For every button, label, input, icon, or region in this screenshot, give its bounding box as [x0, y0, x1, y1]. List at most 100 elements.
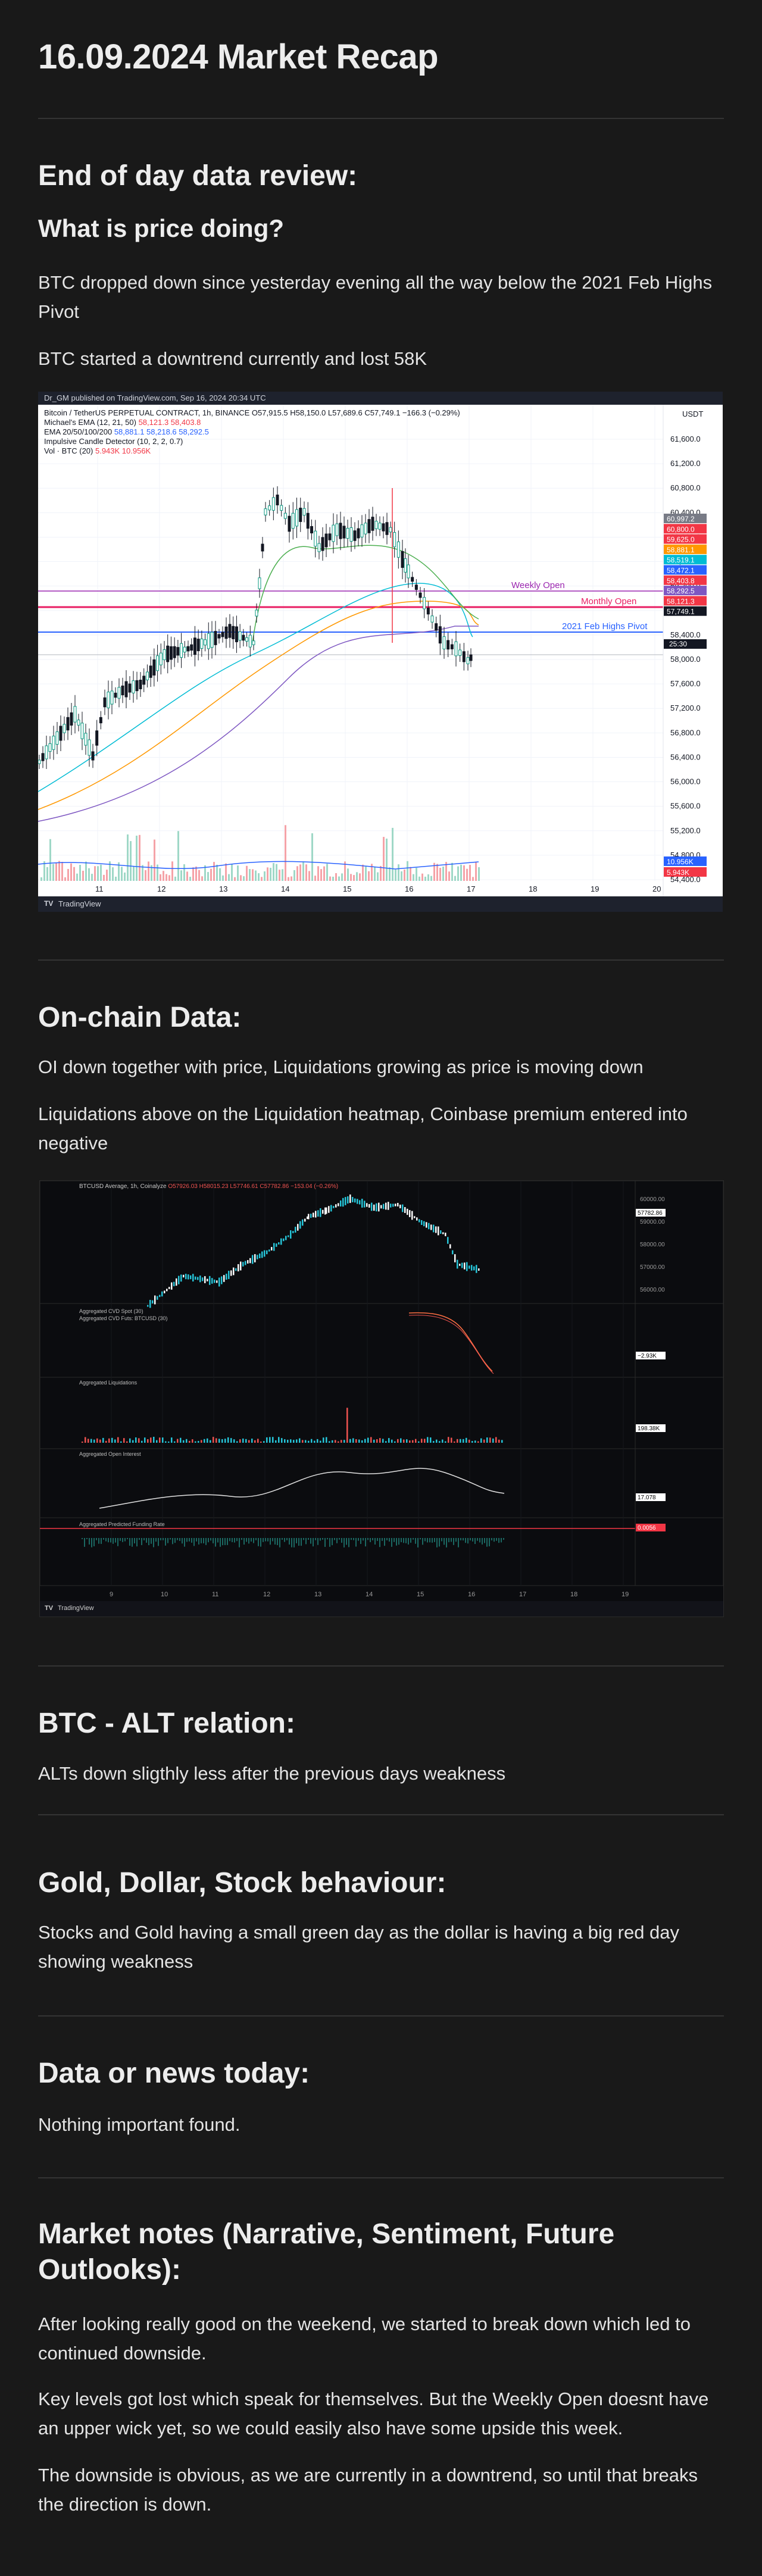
volume-tag-label: 10.956K — [667, 858, 694, 866]
y-tick-label: 55,200.0 — [670, 826, 701, 835]
volume-bar — [177, 831, 179, 881]
funding-bar — [248, 1538, 249, 1544]
liquidation-bar — [379, 1438, 381, 1443]
funding-bar — [215, 1538, 216, 1547]
volume-bar — [469, 865, 471, 881]
funding-bar — [151, 1538, 152, 1544]
candle — [414, 584, 418, 590]
liquidation-bar — [427, 1437, 429, 1443]
candle — [235, 626, 238, 642]
candle — [242, 1262, 244, 1267]
liquidation-bar — [367, 1437, 369, 1443]
candle — [154, 1295, 156, 1305]
candle — [438, 1226, 439, 1236]
price-tag-label: 58,881.1 — [667, 546, 695, 554]
candle — [339, 523, 342, 539]
liquidation-bar — [192, 1439, 193, 1443]
page-title: 16.09.2024 Market Recap — [38, 37, 439, 76]
candle — [183, 1274, 185, 1278]
liquidation-bar — [346, 1408, 348, 1443]
candle — [257, 1255, 258, 1259]
candle — [171, 1282, 173, 1290]
funding-bar — [367, 1538, 368, 1540]
candle — [38, 759, 41, 764]
candle — [271, 497, 275, 511]
liquidation-bar — [329, 1441, 330, 1443]
liquidation-bar — [406, 1439, 408, 1443]
funding-bar — [460, 1538, 461, 1540]
funding-bar — [120, 1538, 121, 1541]
chart-pane — [40, 1181, 723, 1304]
volume-tag — [664, 856, 707, 866]
volume-bar — [359, 873, 361, 881]
liquidation-bar — [436, 1439, 438, 1443]
volume-bar — [106, 870, 108, 881]
liquidation-bar — [308, 1440, 310, 1443]
liquidation-bar — [284, 1439, 286, 1443]
funding-bar — [260, 1538, 261, 1547]
liquidation-bar — [421, 1439, 423, 1443]
volume-bar — [398, 864, 399, 881]
candle — [224, 626, 228, 639]
candle — [310, 526, 313, 534]
candle — [245, 637, 249, 642]
candle — [324, 533, 328, 548]
volume-bar — [341, 873, 343, 881]
candle — [332, 524, 335, 542]
funding-bar — [479, 1538, 480, 1543]
volume-bar — [85, 861, 87, 881]
liquidation-bar — [361, 1440, 363, 1443]
funding-bar — [484, 1538, 485, 1543]
liquidation-bar — [349, 1439, 351, 1443]
candle — [458, 649, 462, 656]
funding-bar — [346, 1538, 347, 1545]
liquidation-bar — [233, 1439, 235, 1443]
alt-paragraph: ALTs down sligthly less after the previo… — [38, 1763, 506, 1784]
volume-bar — [115, 876, 117, 881]
price-tag-label: 58,472.1 — [667, 567, 695, 575]
volume-bar — [61, 862, 63, 881]
price-tag-label: 59,625.0 — [667, 536, 695, 544]
liquidation-bar — [358, 1439, 360, 1443]
liquidation-bar — [272, 1437, 274, 1443]
volume-bar — [168, 875, 170, 881]
liquidation-bar — [287, 1439, 289, 1443]
candle — [192, 1274, 194, 1282]
candle — [473, 1266, 475, 1271]
onchain-chart-image[interactable]: 60000.00 59000.00 58000.00 57000.00 56000.00… — [39, 1180, 724, 1617]
candle — [302, 508, 306, 516]
candle — [426, 1222, 427, 1228]
liquidation-bar — [439, 1441, 441, 1443]
volume-bar — [246, 865, 248, 881]
candle — [357, 528, 360, 539]
volume-bar — [282, 869, 283, 881]
btc-chart-image[interactable]: Dr_GM published on TradingView.com, Sep … — [38, 392, 723, 912]
candle — [328, 1206, 330, 1213]
candle — [399, 1204, 401, 1209]
y-tick-label: 58,000.0 — [670, 655, 701, 664]
volume-bar — [478, 867, 480, 881]
funding-bar — [301, 1538, 302, 1546]
chart-icd-line: Impulsive Candle Detector (10, 2, 2, 0.7… — [44, 437, 183, 446]
candle — [121, 685, 124, 696]
ema-line — [38, 626, 479, 822]
funding-bar — [179, 1538, 180, 1542]
candle — [99, 717, 102, 724]
volume-bar — [430, 876, 432, 881]
candle — [278, 1242, 280, 1245]
divider — [38, 959, 724, 961]
liquidation-bar — [305, 1440, 307, 1443]
liquidation-bar — [85, 1437, 86, 1443]
liquidation-bar — [153, 1437, 155, 1443]
volume-bar — [332, 876, 334, 881]
liquidation-bar — [460, 1439, 461, 1443]
price-tick-label: 56000.00 — [640, 1287, 665, 1293]
volume-bar — [55, 862, 57, 881]
candle — [409, 1210, 411, 1217]
liquidation-bar — [352, 1438, 354, 1443]
liquidation-bar — [409, 1440, 411, 1443]
candle — [221, 1276, 223, 1284]
candle — [449, 1244, 451, 1249]
price-tag-label: 58,292.5 — [667, 587, 695, 595]
volume-bar — [151, 865, 152, 881]
